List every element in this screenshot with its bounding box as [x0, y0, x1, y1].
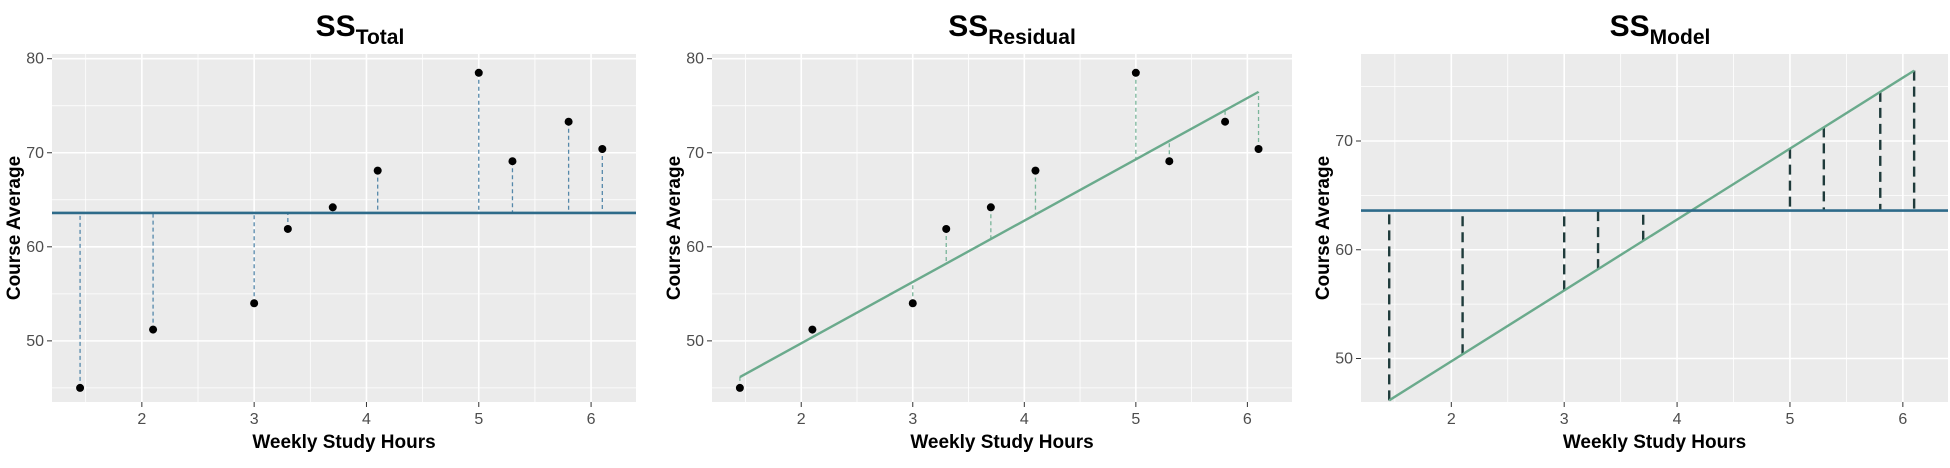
data-point — [76, 383, 85, 392]
chart-title-main: SS — [316, 10, 356, 43]
plot-background — [1361, 54, 1948, 402]
data-point — [1254, 144, 1263, 153]
regression-line — [1388, 69, 1915, 402]
data-point — [328, 203, 337, 212]
plot-background — [712, 54, 1292, 402]
x-tick-label: 3 — [908, 411, 917, 428]
chart-title-subscript: Model — [1650, 26, 1711, 49]
data-point — [1165, 157, 1174, 166]
data-point — [735, 383, 744, 392]
chart-title-main: SS — [1610, 10, 1650, 43]
y-axis-title: Course Average — [664, 156, 685, 300]
x-tick-label: 2 — [797, 411, 806, 428]
y-tick-label: 70 — [1335, 133, 1353, 150]
x-tick-label: 5 — [474, 411, 483, 428]
data-point — [942, 224, 951, 233]
y-tick-label: 60 — [1335, 242, 1353, 259]
data-point — [1221, 117, 1230, 126]
data-point — [283, 224, 292, 233]
x-tick-label: 5 — [1131, 411, 1140, 428]
x-tick-label: 3 — [1560, 411, 1569, 428]
y-tick-label: 80 — [26, 51, 44, 68]
panel-2: 2 3 4 5 6 50 60 70 80 SSResidual Weekly Study Hour… — [664, 10, 1292, 453]
data-point — [149, 325, 158, 334]
y-tick-label: 50 — [26, 333, 44, 350]
data-point — [908, 299, 917, 308]
chart-title-main: SS — [948, 10, 988, 43]
x-tick-label: 6 — [587, 411, 596, 428]
regression-line — [739, 90, 1260, 379]
data-point — [474, 68, 483, 77]
y-axis-title: Course Average — [4, 156, 25, 300]
data-point — [1031, 166, 1040, 175]
y-tick-label: 70 — [26, 145, 44, 162]
x-tick-label: 5 — [1786, 411, 1795, 428]
data-point — [598, 144, 607, 153]
chart-title-subscript: Residual — [988, 26, 1076, 49]
data-point — [986, 203, 995, 212]
chart-title: SSModel — [1610, 10, 1711, 49]
data-point — [250, 299, 259, 308]
x-axis-title: Weekly Study Hours — [252, 432, 435, 453]
x-axis-title: Weekly Study Hours — [910, 432, 1093, 453]
y-tick-label: 60 — [26, 239, 44, 256]
y-tick-label: 80 — [686, 51, 704, 68]
x-tick-label: 2 — [1447, 411, 1456, 428]
plot-background — [52, 54, 636, 402]
x-tick-label: 6 — [1243, 411, 1252, 428]
x-tick-label: 2 — [137, 411, 146, 428]
panel-1: 2 3 4 5 6 50 60 70 80 SSTotal Weekly Study Hours Co… — [4, 10, 636, 453]
y-tick-label: 50 — [686, 333, 704, 350]
plot-area — [1361, 69, 1948, 402]
x-tick-label: 4 — [1673, 411, 1682, 428]
x-tick-label: 3 — [250, 411, 259, 428]
y-tick-label: 50 — [1335, 351, 1353, 368]
data-point — [1131, 68, 1140, 77]
panel-3: 2 3 4 5 6 50 60 70 SSModel Weekly Study Hours Cour… — [1313, 10, 1948, 453]
y-tick-label: 70 — [686, 145, 704, 162]
chart-title-subscript: Total — [356, 26, 405, 49]
y-tick-label: 60 — [686, 239, 704, 256]
x-axis-title: Weekly Study Hours — [1563, 432, 1746, 453]
data-point — [564, 117, 573, 126]
data-point — [508, 157, 517, 166]
x-tick-label: 4 — [1020, 411, 1029, 428]
x-tick-label: 4 — [362, 411, 371, 428]
y-axis-title: Course Average — [1313, 156, 1334, 300]
x-tick-label: 6 — [1898, 411, 1907, 428]
chart-title: SSResidual — [948, 10, 1076, 49]
chart-title: SSTotal — [316, 10, 405, 49]
data-point — [373, 166, 382, 175]
plot-area — [52, 68, 636, 392]
data-point — [808, 325, 817, 334]
plot-area — [735, 68, 1263, 392]
